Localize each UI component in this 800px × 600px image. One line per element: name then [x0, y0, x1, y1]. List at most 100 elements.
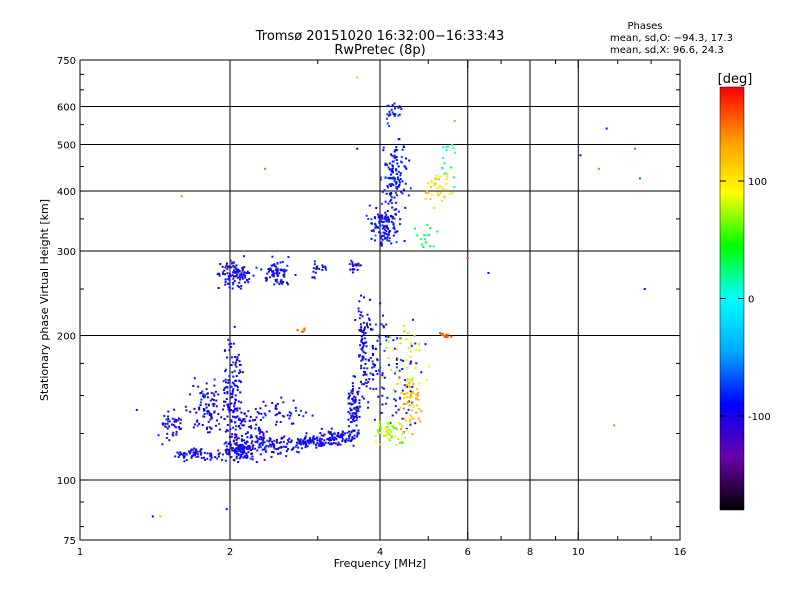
data-point [232, 277, 235, 280]
data-point [424, 241, 427, 244]
data-point [266, 439, 269, 442]
data-point [368, 378, 371, 381]
data-point [316, 439, 319, 442]
data-point [371, 366, 374, 369]
data-point [358, 354, 361, 357]
data-point [228, 410, 231, 413]
data-point [341, 440, 344, 442]
data-point [191, 454, 194, 457]
data-point [185, 459, 188, 462]
data-point [274, 268, 277, 271]
data-point [240, 285, 243, 287]
data-point [352, 388, 354, 391]
data-point [236, 386, 239, 389]
data-point [394, 107, 396, 110]
colorbar-label: [deg] [718, 72, 753, 87]
data-point [364, 371, 367, 373]
data-point [634, 147, 637, 150]
data-point [395, 208, 398, 211]
data-point [268, 410, 271, 413]
data-point [414, 397, 417, 400]
data-point [237, 453, 240, 456]
data-point [443, 334, 446, 337]
data-point [272, 270, 275, 273]
data-point [380, 244, 383, 247]
data-point [178, 454, 181, 456]
data-point [427, 365, 430, 368]
data-point [193, 377, 196, 380]
data-point [207, 410, 210, 413]
data-point [272, 273, 275, 276]
data-point [613, 424, 616, 427]
data-point [286, 281, 288, 284]
data-point [260, 268, 263, 271]
data-point [385, 233, 388, 236]
data-point [406, 392, 409, 395]
data-point [643, 288, 646, 290]
data-point [282, 415, 285, 418]
data-point [263, 458, 266, 461]
data-point [388, 433, 391, 436]
data-point [380, 220, 383, 223]
data-point [446, 333, 449, 336]
data-point [405, 167, 408, 170]
data-point [386, 210, 389, 213]
data-point [254, 418, 256, 421]
data-point [366, 382, 369, 384]
data-point [225, 448, 228, 451]
data-point [231, 449, 234, 452]
data-point [391, 111, 394, 114]
data-point [319, 432, 322, 434]
data-point [228, 282, 231, 285]
data-point [394, 435, 397, 438]
data-point [222, 380, 225, 383]
data-point [403, 165, 406, 168]
data-point [439, 185, 441, 188]
data-point [245, 452, 248, 455]
data-point [316, 437, 318, 440]
data-point [165, 426, 168, 428]
data-point [397, 210, 400, 213]
data-point [347, 418, 350, 421]
data-point [395, 146, 398, 149]
data-point [370, 218, 373, 221]
data-point [365, 214, 368, 217]
data-point [451, 143, 453, 146]
data-point [404, 436, 407, 439]
colorbar-tick-label: -100 [748, 412, 771, 423]
data-point [394, 148, 397, 151]
data-point [264, 404, 267, 407]
y-tick-label: 400 [57, 187, 76, 198]
data-point [270, 455, 273, 458]
data-point [388, 114, 391, 116]
data-point [197, 455, 200, 458]
data-point [341, 435, 344, 438]
data-point [361, 349, 364, 352]
data-point [168, 439, 171, 442]
data-point [286, 283, 289, 286]
data-point [275, 278, 278, 281]
data-point [304, 446, 307, 449]
data-point [210, 455, 213, 458]
data-point [246, 448, 249, 451]
data-point [393, 180, 396, 183]
data-point [420, 410, 423, 413]
data-point [410, 416, 413, 419]
data-point [200, 401, 202, 404]
data-point [393, 154, 396, 157]
data-point [409, 414, 412, 417]
data-point [399, 178, 402, 180]
data-point [223, 442, 226, 445]
data-point [282, 274, 285, 277]
data-point [236, 358, 239, 361]
data-point [240, 419, 243, 422]
data-point [388, 422, 391, 425]
data-point [362, 333, 365, 336]
data-point [262, 433, 265, 436]
data-point [236, 271, 239, 274]
data-point [235, 267, 238, 270]
data-point [330, 439, 332, 442]
data-point [392, 227, 395, 230]
data-point [357, 431, 360, 434]
